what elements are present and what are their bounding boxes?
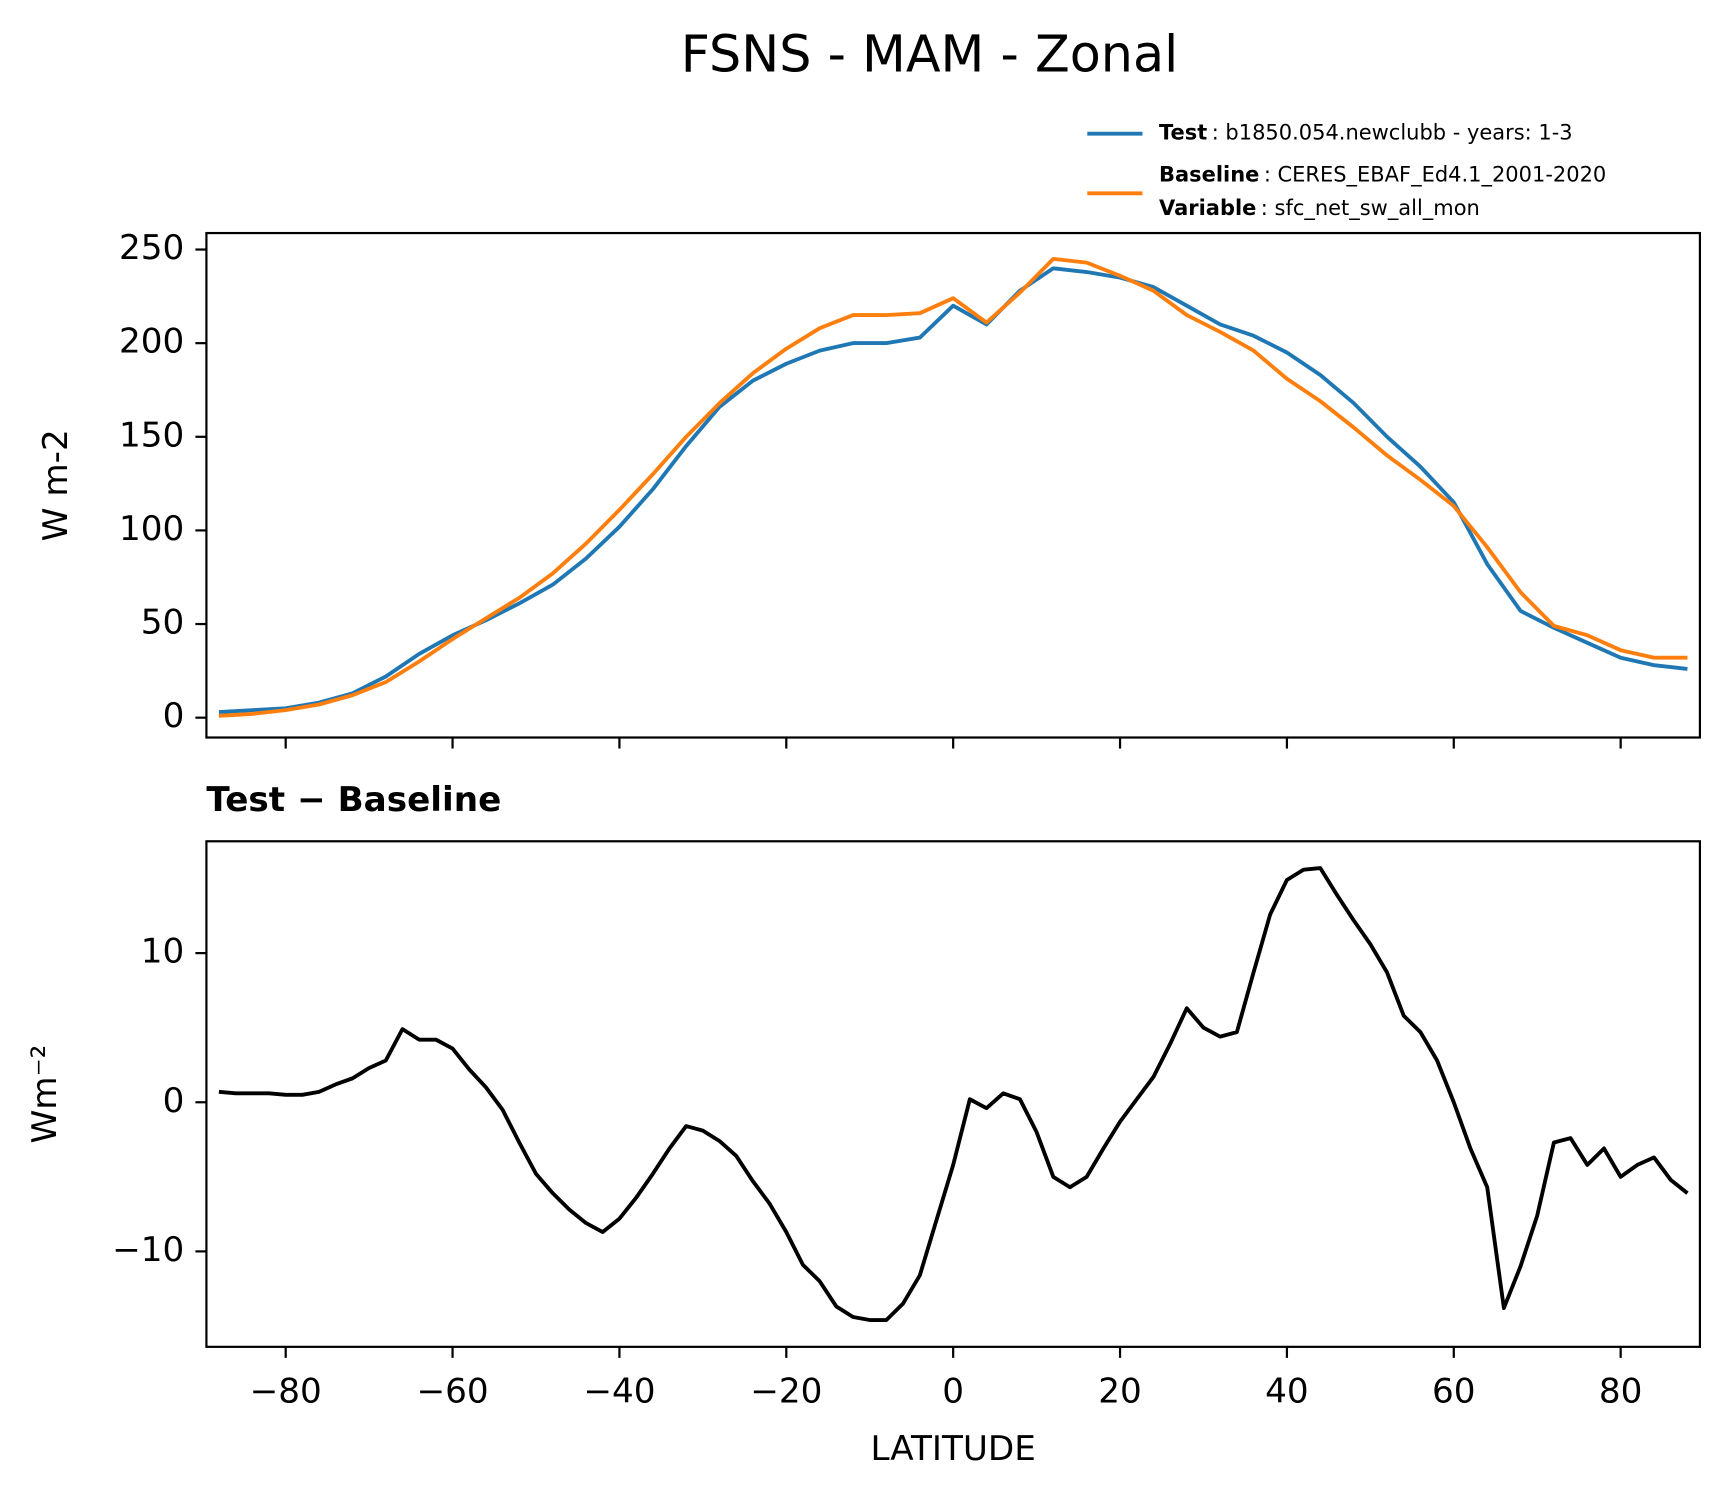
axes-frame <box>205 231 1702 739</box>
x-tick-label: 20 <box>1098 1372 1142 1412</box>
x-tick-label: −20 <box>750 1372 822 1412</box>
legend-text: : b1850.054.newclubb - years: 1-3 <box>1212 121 1573 145</box>
legend-label: Baseline: CERES_EBAF_Ed4.1_2001-2020 <box>1159 163 1606 188</box>
x-tick-label: −80 <box>250 1372 322 1412</box>
axes-title: Test − Baseline <box>206 780 501 820</box>
x-tick-label: −60 <box>416 1372 488 1412</box>
legend-key: Variable <box>1159 196 1256 220</box>
legend-key: Baseline <box>1159 163 1259 187</box>
y-tick-label: 50 <box>141 603 185 643</box>
y-tick-label: 0 <box>163 696 185 736</box>
legend-label: Variable: sfc_net_sw_all_mon <box>1159 196 1480 221</box>
legend-key: Test <box>1159 121 1207 145</box>
x-axis-label: LATITUDE <box>870 1429 1035 1469</box>
x-tick-label: 80 <box>1599 1372 1643 1412</box>
series-line <box>218 866 1689 1322</box>
y-tick-label: 250 <box>119 228 184 268</box>
y-tick-label: 100 <box>119 509 184 549</box>
legend-text: : CERES_EBAF_Ed4.1_2001-2020 <box>1264 163 1606 188</box>
x-tick-label: 60 <box>1432 1372 1476 1412</box>
figure-title: FSNS - MAM - Zonal <box>681 25 1178 84</box>
x-tick-label: 40 <box>1265 1372 1309 1412</box>
y-axis-label: Wm⁻² <box>25 1045 65 1144</box>
y-tick-label: 0 <box>163 1081 185 1121</box>
y-tick-label: 150 <box>119 415 184 455</box>
x-tick-label: 0 <box>942 1372 964 1412</box>
axes-frame <box>205 840 1702 1348</box>
y-tick-label: −10 <box>112 1230 184 1270</box>
y-tick-label: 200 <box>119 322 184 362</box>
y-tick-label: 10 <box>141 932 185 972</box>
legend-label: Test: b1850.054.newclubb - years: 1-3 <box>1159 121 1573 145</box>
x-tick-label: −40 <box>583 1372 655 1412</box>
legend-text: : sfc_net_sw_all_mon <box>1261 196 1480 221</box>
series-line <box>218 256 1688 718</box>
y-axis-label: W m-2 <box>36 429 76 541</box>
